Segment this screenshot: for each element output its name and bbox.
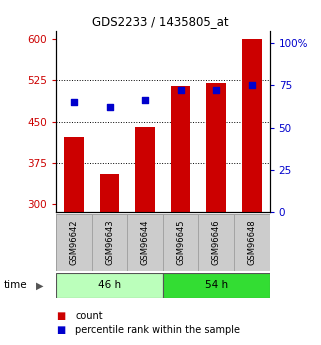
Text: GSM96644: GSM96644 (141, 220, 150, 265)
Bar (127, 214, 163, 271)
Bar (242, 39, 262, 212)
Text: 46 h: 46 h (98, 280, 121, 290)
Bar (198, 214, 234, 271)
Text: ■: ■ (56, 312, 65, 321)
Text: GSM96648: GSM96648 (247, 219, 256, 265)
Bar (56, 214, 92, 271)
Text: GSM96643: GSM96643 (105, 219, 114, 265)
Text: 54 h: 54 h (205, 280, 228, 290)
Bar (171, 86, 190, 212)
Bar (163, 273, 270, 298)
Text: GSM96645: GSM96645 (176, 220, 185, 265)
Bar (206, 83, 226, 212)
Text: GDS2233 / 1435805_at: GDS2233 / 1435805_at (92, 16, 229, 29)
Point (107, 105, 112, 110)
Text: time: time (3, 280, 27, 290)
Point (143, 98, 148, 103)
Bar (56, 273, 163, 298)
Text: ▶: ▶ (36, 280, 44, 290)
Point (249, 82, 255, 88)
Point (178, 88, 183, 93)
Text: percentile rank within the sample: percentile rank within the sample (75, 325, 240, 335)
Text: ■: ■ (56, 325, 65, 335)
Bar (163, 214, 198, 271)
Bar (64, 137, 84, 212)
Bar (234, 214, 270, 271)
Text: count: count (75, 312, 103, 321)
Point (71, 99, 76, 105)
Point (214, 88, 219, 93)
Bar (100, 174, 119, 212)
Bar (92, 214, 127, 271)
Text: GSM96642: GSM96642 (69, 220, 78, 265)
Text: GSM96646: GSM96646 (212, 219, 221, 265)
Bar (135, 127, 155, 212)
